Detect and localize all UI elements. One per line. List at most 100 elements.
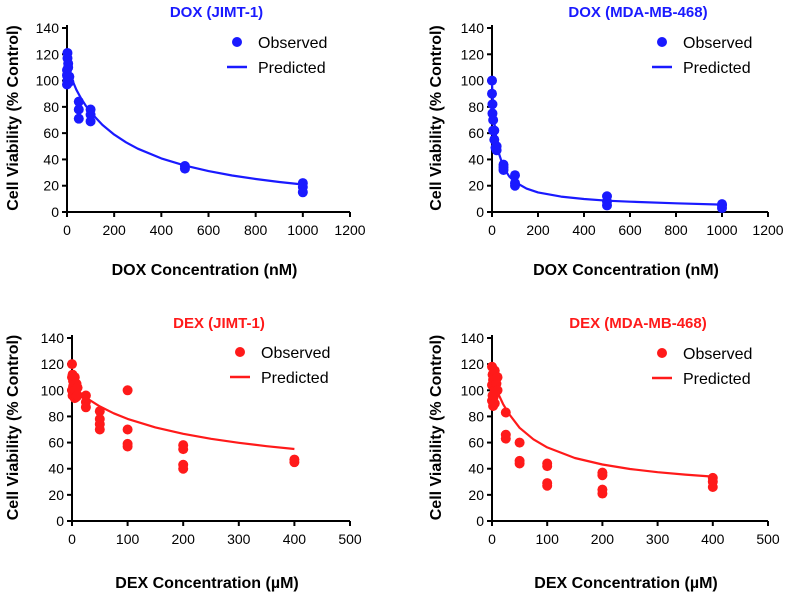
- x-tick-label: 400: [701, 531, 725, 547]
- legend-label-predicted: Predicted: [258, 60, 326, 77]
- observed-point: [122, 424, 133, 435]
- x-tick-label: 600: [197, 222, 221, 238]
- observed-point: [63, 62, 74, 73]
- observed-point: [514, 437, 525, 448]
- x-axis-label: DOX Concentration (nM): [533, 262, 719, 279]
- y-axis-label: Cell Viability (% Control): [5, 25, 22, 211]
- legend-label-predicted: Predicted: [683, 371, 751, 388]
- y-tick-label: 140: [461, 20, 485, 36]
- x-tick-label: 0: [63, 222, 71, 238]
- x-tick-label: 800: [664, 222, 688, 238]
- x-tick-label: 400: [572, 222, 596, 238]
- y-tick-label: 100: [41, 382, 65, 398]
- y-tick-label: 40: [43, 151, 59, 167]
- observed-point: [72, 382, 83, 393]
- observed-point: [510, 170, 520, 181]
- observed-point: [488, 115, 499, 125]
- chart-panel-dex-jimt1: DEX (JIMT-1) 0 20 40 60 80 100 120 140 0 100 200 300…: [5, 315, 362, 592]
- observed-point: [707, 482, 718, 493]
- x-tick-label: 100: [536, 531, 560, 547]
- y-tick-label: 20: [468, 178, 484, 194]
- legend: Observed Predicted: [227, 35, 327, 77]
- y-tick-label: 140: [41, 330, 65, 346]
- observed-point: [514, 458, 525, 469]
- y-tick-label: 40: [48, 461, 64, 477]
- x-tick-label: 600: [618, 222, 642, 238]
- x-tick-label: 500: [756, 531, 780, 547]
- predicted-curve: [71, 384, 295, 451]
- legend-marker-observed: [657, 37, 667, 47]
- x-tick-label: 400: [150, 222, 174, 238]
- y-tick-label: 60: [468, 125, 484, 141]
- x-tick-label: 1000: [706, 222, 737, 238]
- x-tick-label: 0: [488, 531, 496, 547]
- observed-point: [73, 113, 84, 124]
- observed-point: [85, 116, 96, 127]
- chart-title: DOX (JIMT-1): [170, 4, 263, 21]
- x-tick-label: 200: [172, 531, 196, 547]
- x-tick-label: 1200: [752, 222, 783, 238]
- observed-point: [492, 372, 503, 383]
- x-tick-label: 300: [646, 531, 670, 547]
- y-axis-label: Cell Viability (% Control): [428, 25, 445, 211]
- legend-marker-observed: [232, 37, 242, 47]
- legend-label-observed: Observed: [683, 346, 752, 363]
- y-tick-label: 120: [461, 46, 485, 62]
- x-tick-label: 800: [244, 222, 268, 238]
- y-tick-label: 40: [468, 151, 484, 167]
- legend-label-predicted: Predicted: [683, 60, 751, 77]
- observed-point: [492, 385, 503, 396]
- y-axis-label: Cell Viability (% Control): [5, 335, 22, 521]
- legend: Observed Predicted: [230, 345, 330, 387]
- chart-panel-dex-mda: DEX (MDA-MB-468) 0 20 40 60 80 100 120 140 0 100 20…: [428, 315, 780, 592]
- y-tick-label: 20: [468, 487, 484, 503]
- observed-point: [498, 164, 509, 175]
- y-tick-label: 80: [48, 408, 64, 424]
- x-tick-label: 0: [488, 222, 496, 238]
- observed-point: [489, 125, 500, 136]
- predicted-curve: [490, 376, 713, 478]
- observed-point: [72, 390, 83, 401]
- observed-point: [542, 461, 553, 472]
- y-tick-label: 80: [468, 408, 484, 424]
- observed-point: [491, 145, 502, 156]
- y-tick-label: 80: [468, 99, 484, 115]
- x-tick-label: 100: [116, 531, 140, 547]
- y-tick-label: 60: [48, 435, 64, 451]
- y-tick-label: 60: [43, 125, 59, 141]
- observed-point: [73, 104, 84, 115]
- observed-point: [602, 200, 612, 211]
- y-tick-label: 100: [36, 73, 60, 89]
- observed-point: [597, 488, 608, 499]
- x-tick-label: 1200: [334, 222, 365, 238]
- x-tick-label: 0: [68, 531, 76, 547]
- legend-label-predicted: Predicted: [261, 370, 329, 387]
- observed-point: [179, 163, 190, 174]
- observed-point: [500, 407, 511, 418]
- observed-point: [178, 463, 189, 474]
- y-axis-label: Cell Viability (% Control): [428, 335, 445, 521]
- observed-point: [289, 457, 300, 468]
- x-tick-label: 200: [102, 222, 126, 238]
- y-tick-label: 80: [43, 99, 59, 115]
- x-tick-label: 1000: [287, 222, 318, 238]
- observed-point: [487, 99, 498, 110]
- y-tick-label: 120: [461, 356, 485, 372]
- y-tick-label: 20: [43, 178, 59, 194]
- chart-title: DEX (JIMT-1): [173, 315, 265, 332]
- y-tick-label: 100: [461, 73, 485, 89]
- legend-label-observed: Observed: [258, 35, 327, 52]
- x-axis-label: DOX Concentration (nM): [112, 262, 298, 279]
- legend-label-observed: Observed: [261, 345, 330, 362]
- y-tick-label: 140: [36, 20, 60, 36]
- legend: Observed Predicted: [652, 35, 752, 77]
- observed-point: [487, 75, 497, 86]
- x-axis-label: DEX Concentration (µM): [534, 575, 717, 592]
- y-tick-label: 0: [51, 204, 59, 220]
- y-tick-label: 20: [48, 487, 64, 503]
- x-tick-label: 200: [526, 222, 550, 238]
- legend-marker-observed: [657, 348, 667, 358]
- y-tick-label: 120: [41, 356, 65, 372]
- y-tick-label: 100: [461, 382, 485, 398]
